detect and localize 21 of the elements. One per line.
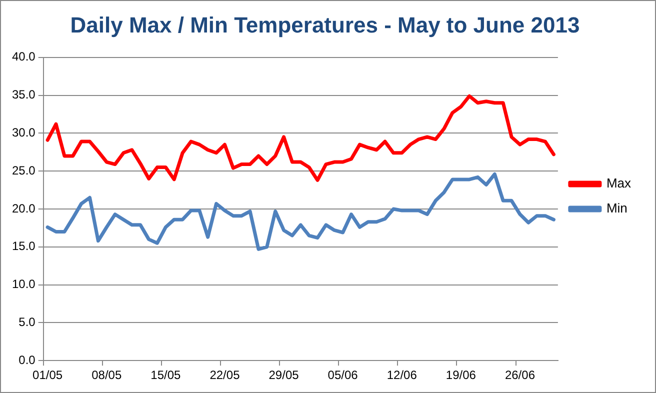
y-tick-label: 20.0 (12, 201, 36, 216)
y-tick-label: 30.0 (12, 126, 36, 140)
legend-label: Min (606, 200, 628, 216)
y-tick-label: 5.0 (18, 315, 36, 330)
x-tick-label: 22/05 (210, 368, 240, 382)
chart-title: Daily Max / Min Temperatures - May to June 2013 (70, 12, 580, 38)
x-tick-label: 12/06 (386, 368, 418, 382)
x-tick-label: 29/05 (268, 368, 300, 382)
y-tick-label: 15.0 (12, 239, 36, 254)
y-tick-label: 10.0 (12, 277, 36, 292)
y-tick-label: 35.0 (12, 88, 36, 102)
x-tick-label: 26/06 (504, 368, 536, 382)
x-tick-label: 01/05 (32, 368, 63, 382)
y-tick-label: 25.0 (12, 163, 36, 178)
x-tick-label: 19/06 (446, 368, 476, 382)
x-tick-label: 15/05 (150, 368, 182, 382)
x-tick-label: 05/06 (328, 368, 358, 382)
y-tick-label: 0.0 (18, 352, 36, 367)
y-tick-label: 40.0 (12, 50, 36, 64)
x-tick-label: 08/05 (92, 368, 122, 382)
legend-label: Max (606, 176, 632, 191)
